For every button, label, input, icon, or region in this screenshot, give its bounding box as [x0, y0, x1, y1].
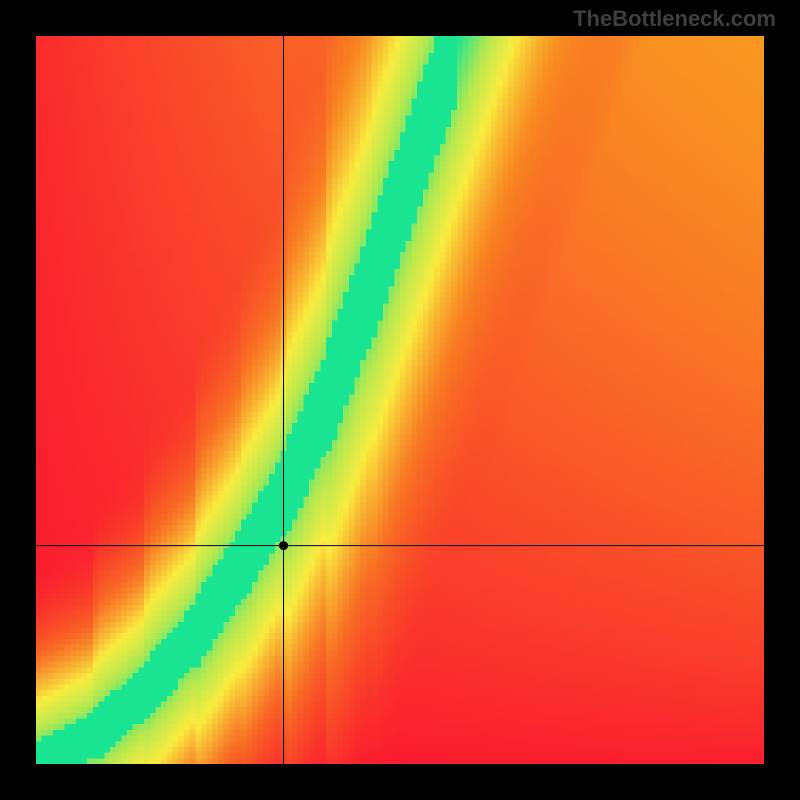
- site-watermark: TheBottleneck.com: [573, 6, 776, 32]
- heatmap-overlay: [36, 36, 764, 764]
- selection-marker: [280, 542, 288, 550]
- page-root: TheBottleneck.com: [0, 0, 800, 800]
- bottleneck-heatmap: [36, 36, 764, 764]
